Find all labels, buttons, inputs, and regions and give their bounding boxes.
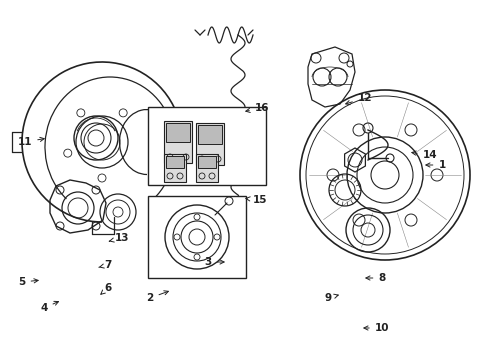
- Polygon shape: [196, 154, 218, 182]
- Text: 5: 5: [19, 277, 38, 287]
- Text: 6: 6: [101, 283, 111, 294]
- Text: 15: 15: [245, 195, 267, 205]
- Bar: [148, 107, 265, 185]
- Text: 3: 3: [204, 257, 224, 267]
- Polygon shape: [165, 156, 183, 168]
- Text: 1: 1: [425, 160, 445, 170]
- Text: 10: 10: [363, 323, 388, 333]
- Polygon shape: [198, 156, 216, 168]
- Text: 11: 11: [18, 137, 44, 147]
- Polygon shape: [198, 125, 222, 144]
- Text: 7: 7: [99, 260, 111, 270]
- Polygon shape: [165, 123, 190, 142]
- Bar: [148, 196, 245, 278]
- Polygon shape: [196, 123, 224, 165]
- Text: 14: 14: [411, 150, 436, 160]
- Text: 4: 4: [40, 301, 59, 313]
- Text: 12: 12: [345, 93, 371, 105]
- Text: 16: 16: [245, 103, 269, 113]
- Text: 2: 2: [146, 291, 168, 303]
- Polygon shape: [163, 121, 192, 163]
- Text: 13: 13: [109, 233, 129, 243]
- Text: 8: 8: [365, 273, 385, 283]
- Polygon shape: [163, 154, 185, 182]
- Text: 9: 9: [324, 293, 338, 303]
